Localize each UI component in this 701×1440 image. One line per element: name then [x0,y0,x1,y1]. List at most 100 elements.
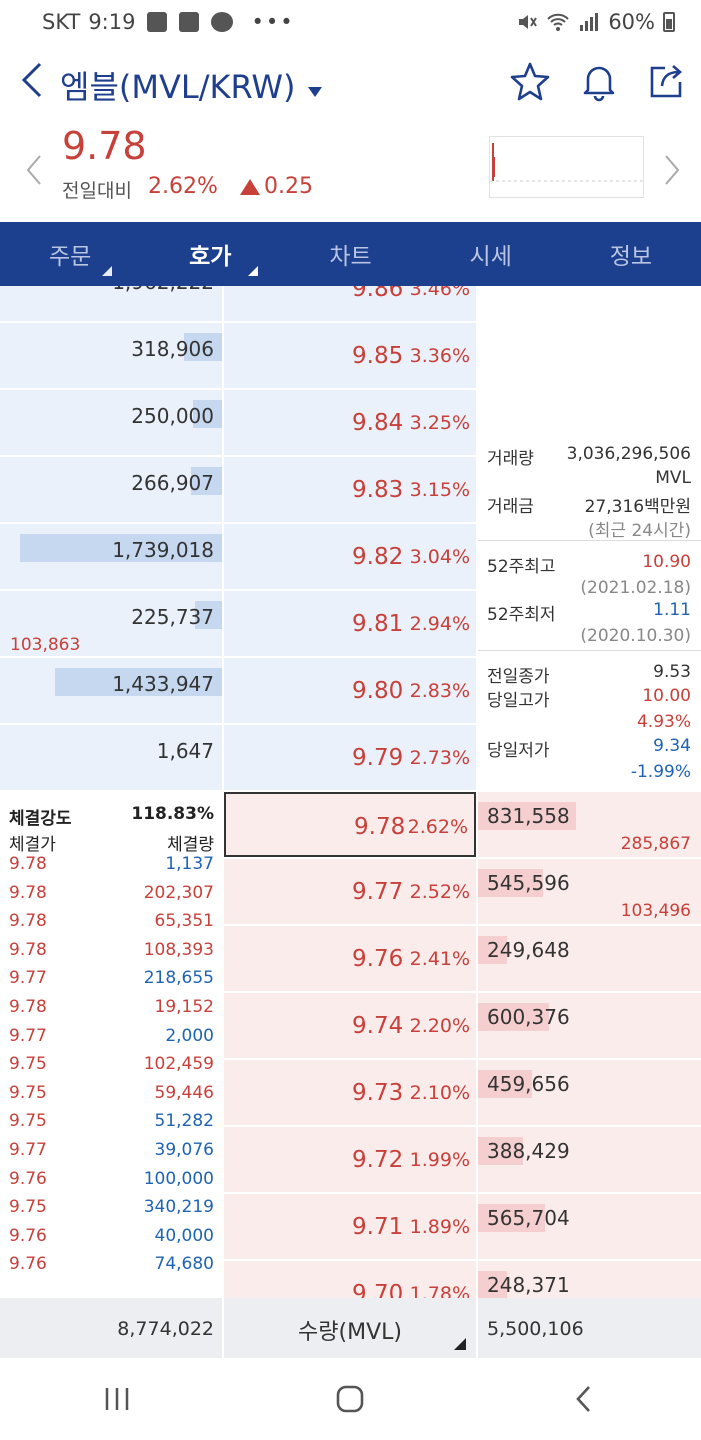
trade-qty: 340,219 [143,1197,214,1218]
volume-label: 거래량 [487,449,534,469]
rate: 2.94% [409,613,470,635]
bid-row[interactable]: 225,737 103,863 9.81 2.94% [0,591,701,658]
price-cell[interactable]: 9.78 2.62% [224,792,476,857]
bid-row-partial[interactable]: 1,962,222 9.86 3.46% [0,286,701,323]
market-selector[interactable]: 엠블(MVL/KRW) [60,62,322,108]
share-icon[interactable] [645,60,687,102]
price: 9.74 [352,1013,404,1039]
tab-chart[interactable]: 차트 [280,222,420,286]
ask-row-current[interactable]: 9.78 2.62% 831,558 285,867 [0,792,701,859]
ask-volume: 565,704 [487,1206,570,1230]
battery-text: 60% [608,10,655,34]
trade-price: 9.78 [9,882,47,903]
system-back-button[interactable] [554,1374,614,1424]
bid-row[interactable]: 1,647 9.79 2.73% [0,725,701,792]
bid-row[interactable]: 250,000 9.84 3.25% [0,390,701,457]
price-cell[interactable]: 9.73 2.10% [224,1060,476,1125]
ask-volume-bar [478,802,576,830]
bid-volume-bar [195,601,222,629]
bid-row[interactable]: 1,433,947 9.80 2.83% [0,658,701,725]
price-cell[interactable]: 9.71 1.89% [224,1194,476,1259]
price: 9.76 [352,946,404,972]
bid-row[interactable]: 266,907 9.83 3.15% [0,457,701,524]
bid-volume-cell: 1,739,018 [0,524,222,589]
price-cell[interactable]: 9.84 3.25% [224,390,476,455]
trade-qty: 65,351 [154,911,214,932]
back-arrow-icon[interactable] [16,60,52,100]
high52-value: 10.90 [642,552,691,572]
price-cell[interactable]: 9.83 3.15% [224,457,476,522]
rate: 2.41% [409,948,470,970]
ask-row[interactable]: 9.72 1.99% 388,429 [0,1127,701,1194]
trade-row: 9.75 51,282 [9,1111,214,1131]
system-nav-bar [0,1358,701,1440]
tab-market[interactable]: 시세 [421,222,561,286]
day-high-value: 10.00 [642,686,691,706]
amount-label: 거래금 [487,497,534,517]
low52-label: 52주최저 [487,605,556,625]
bid-row[interactable]: 1,739,018 9.82 3.04% [0,524,701,591]
bid-volume-cell: 266,907 [0,457,222,522]
price: 9.79 [352,745,404,771]
price-cell[interactable]: 9.81 2.94% [224,591,476,656]
ask-volume: 388,429 [487,1139,570,1163]
recents-button[interactable] [87,1374,147,1424]
home-button[interactable] [320,1374,380,1424]
price-cell[interactable]: 9.77 2.52% [224,859,476,924]
trade-qty-label: 체결량 [167,835,214,855]
price-cell[interactable]: 9.70 1.78% [224,1261,476,1298]
trade-price: 9.75 [9,1111,47,1132]
bid-volume: 1,962,222 [112,286,214,294]
price-cell[interactable]: 9.74 2.20% [224,993,476,1058]
bid-volume-cell: 250,000 [0,390,222,455]
prev-close-label: 전일종가 [487,667,550,687]
price: 9.82 [352,544,404,570]
prev-coin-arrow-icon[interactable] [22,150,46,190]
ask-row[interactable]: 9.77 2.52% 545,596 103,496 [0,859,701,926]
ask-sub-volume: 285,867 [620,834,691,854]
next-coin-arrow-icon[interactable] [660,150,684,190]
price-cell[interactable]: 9.76 2.41% [224,926,476,991]
price-cell[interactable]: 9.85 3.36% [224,323,476,388]
ask-volume-cell: 459,656 [478,1060,701,1125]
change-label: 전일대비 [62,180,132,202]
price-cell[interactable]: 9.80 2.83% [224,658,476,723]
price-cell[interactable]: 9.86 3.46% [224,286,476,321]
battery-icon [663,12,675,32]
price-cell[interactable]: 9.72 1.99% [224,1127,476,1192]
ask-row[interactable]: 9.76 2.41% 249,648 [0,926,701,993]
current-price: 9.78 [62,124,147,168]
price-cell[interactable]: 9.79 2.73% [224,725,476,790]
bid-volume-cell: 1,433,947 [0,658,222,723]
tab-chart-label: 차트 [329,244,372,270]
ask-row[interactable]: 9.70 1.78% 248,371 [0,1261,701,1298]
mini-chart-line [490,143,643,182]
star-icon[interactable] [509,60,551,102]
price: 9.83 [352,477,404,503]
trade-row: 9.76 100,000 [9,1169,214,1189]
trade-row: 9.76 40,000 [9,1226,214,1246]
recents-icon [105,1388,129,1410]
trade-row: 9.75 340,219 [9,1197,214,1217]
low52-date: (2020.10.30) [580,626,691,646]
bid-row[interactable]: 318,906 9.85 3.36% [0,323,701,390]
ask-row[interactable]: 9.74 2.20% 600,376 [0,993,701,1060]
bell-icon[interactable] [578,60,620,102]
trade-history-panel: 체결강도 118.83% 체결가 체결량 9.78 1,137 9.78 202,307 9… [0,792,222,1298]
bid-volume-cell: 225,737 103,863 [0,591,222,656]
tab-orderbook[interactable]: 호가 [140,222,280,286]
tab-info[interactable]: 정보 [561,222,701,286]
quantity-unit-selector[interactable]: 수량(MVL) [224,1298,476,1358]
trade-qty: 108,393 [143,939,214,960]
bid-volume: 1,433,947 [112,672,214,696]
order-book[interactable]: 1,962,222 9.86 3.46% 318,9069.853.36%250… [0,286,701,1298]
mini-chart[interactable] [489,136,644,198]
order-book-footer: 8,774,022 수량(MVL) 5,500,106 [0,1298,701,1358]
ask-volume: 249,648 [487,938,570,962]
home-icon [337,1385,364,1413]
trade-price: 9.76 [9,1168,47,1189]
ask-row[interactable]: 9.71 1.89% 565,704 [0,1194,701,1261]
ask-row[interactable]: 9.73 2.10% 459,656 [0,1060,701,1127]
tab-order[interactable]: 주문 [0,222,140,286]
price-cell[interactable]: 9.82 3.04% [224,524,476,589]
